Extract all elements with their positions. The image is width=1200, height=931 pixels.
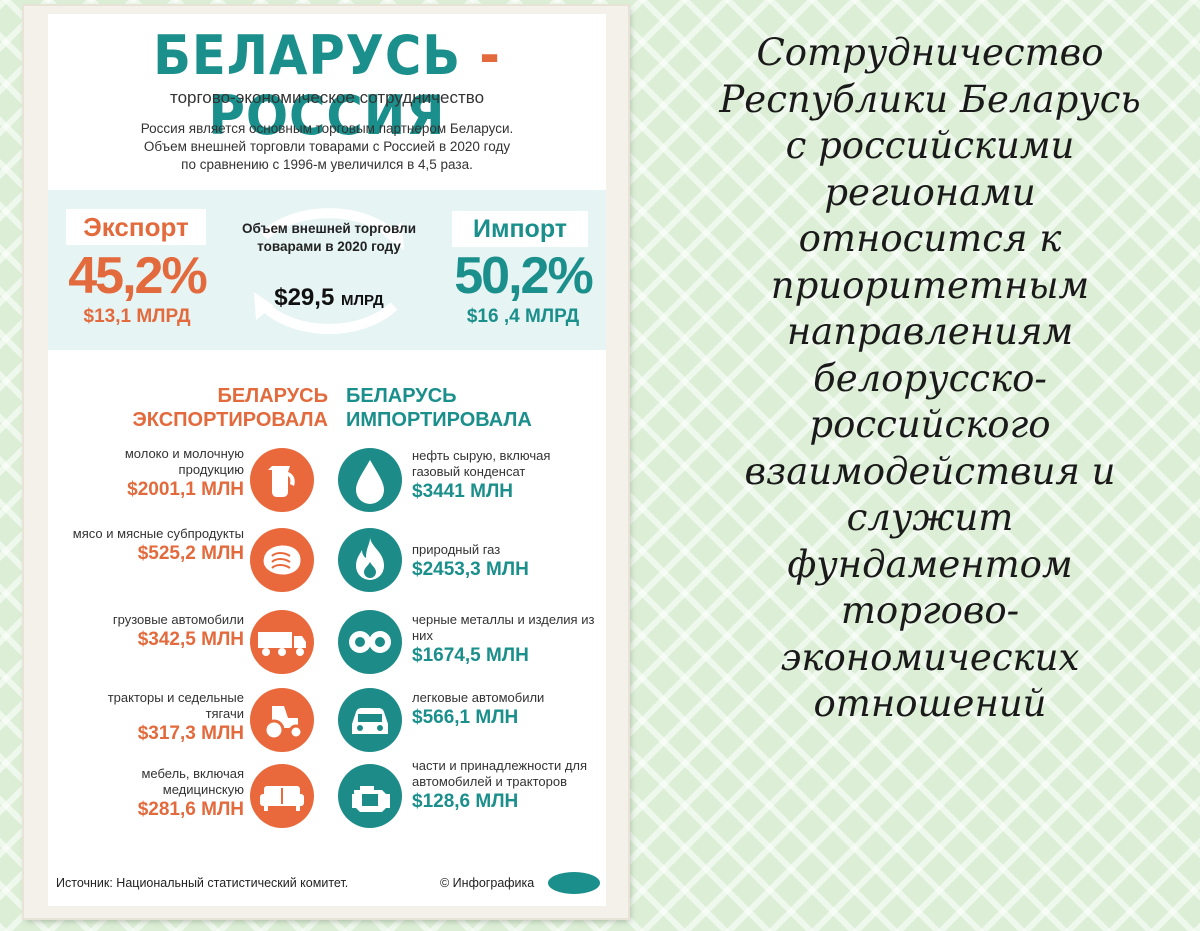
intro-text: Россия является основным торговым партне… <box>68 120 586 174</box>
volume-unit: МЛРД <box>340 292 384 309</box>
export-item-label: мясо и мясные субпродукты <box>72 526 244 541</box>
export-item-value: $2001,1 МЛН <box>127 479 244 500</box>
poster-subtitle: торгово-экономическое сотрудничество <box>169 88 485 107</box>
intro-line: Объем внешней торговли товарами с Россие… <box>143 139 511 154</box>
export-item-value: $317,3 МЛН <box>137 723 244 744</box>
import-item-label: легковые автомобили <box>412 690 545 705</box>
title-russia: РОССИЯ <box>208 84 446 147</box>
engine-icon <box>338 764 402 828</box>
side-caption-line: приоритетным <box>770 263 1090 307</box>
import-item-label: нефть сырую, включая газовый конденсат <box>412 448 551 479</box>
side-caption-line: белорусско- <box>813 356 1047 400</box>
export-item-value: $281,6 МЛН <box>137 799 244 820</box>
imported-heading: БЕЛАРУСЬ ИМПОРТИРОВАЛА <box>346 384 566 432</box>
intro-line: по сравнению с 1996-м увеличился в 4,5 р… <box>181 157 473 172</box>
source-note: Источник: Национальный статистический ко… <box>56 876 349 890</box>
side-caption-line: торгово- <box>840 589 1020 632</box>
side-caption-line: взаимодействия и <box>744 449 1116 493</box>
export-percent: 45,2% <box>68 247 207 305</box>
export-item-furniture: мебель, включая медицинскую $281,6 МЛН <box>68 766 244 822</box>
volume-caption: Объем внешней торговли товарами в 2020 г… <box>241 221 417 254</box>
export-item-trucks: грузовые автомобили $342,5 МЛН <box>68 612 244 652</box>
import-item-oil: нефть сырую, включая газовый конденсат $… <box>412 448 602 504</box>
import-label: Импорт <box>452 211 588 247</box>
cycle-arrows-icon <box>254 208 404 334</box>
gas-flame-icon <box>338 528 402 592</box>
side-caption-line: регионами <box>824 170 1036 214</box>
tractor-icon <box>250 688 314 752</box>
export-item-value: $525,2 МЛН <box>137 543 244 564</box>
import-item-parts: части и принадлежности для автомобилей и… <box>412 758 602 814</box>
exported-heading-line: БЕЛАРУСЬ <box>217 385 328 407</box>
side-caption-line: с российскими <box>785 124 1075 167</box>
volume-value: $29,5 МЛРД <box>236 284 422 312</box>
side-caption-line: служит <box>846 496 1014 539</box>
export-item-label: грузовые автомобили <box>112 612 244 627</box>
side-caption-line: относится к <box>798 217 1062 260</box>
export-item-label: молоко и молочную продукцию <box>124 446 244 477</box>
side-caption-line: Республики Беларусь <box>719 77 1141 121</box>
volume-amount: $29,5 <box>274 284 335 311</box>
export-item-label: тракторы и седельные тягачи <box>107 690 244 721</box>
import-item-value: $2453,3 МЛН <box>412 559 529 580</box>
import-item-value: $1674,5 МЛН <box>412 645 529 666</box>
title-dash: - <box>479 24 501 87</box>
intro-line: Россия является основным торговым партне… <box>140 121 514 136</box>
import-item-gas: природный газ $2453,3 МЛН <box>412 542 602 582</box>
import-item-value: $566,1 МЛН <box>412 707 519 728</box>
imported-heading-line: БЕЛАРУСЬ <box>346 385 457 407</box>
steak-icon <box>250 528 314 592</box>
side-caption-line: направлениям <box>786 310 1074 353</box>
import-item-label: черные металлы и изделия из них <box>412 612 595 643</box>
infographic-poster: БЕЛАРУСЬ - РОССИЯ торгово-экономическое … <box>48 14 606 906</box>
oil-drop-icon <box>338 448 402 512</box>
side-caption-line: отношений <box>813 682 1047 725</box>
metal-pipes-icon <box>338 610 402 674</box>
export-item-tractors: тракторы и седельные тягачи $317,3 МЛН <box>68 690 244 746</box>
car-icon <box>338 688 402 752</box>
import-percent: 50,2% <box>454 247 593 305</box>
side-caption-line: экономических <box>780 635 1080 679</box>
truck-icon <box>250 610 314 674</box>
infographic-credit: © Инфографика <box>440 876 535 890</box>
side-caption: Сотрудничество Республики Беларусь с рос… <box>700 30 1160 728</box>
imported-heading-line: ИМПОРТИРОВАЛА <box>346 409 532 431</box>
export-item-milk: молоко и молочную продукцию $2001,1 МЛН <box>68 446 244 502</box>
export-item-meat: мясо и мясные субпродукты $525,2 МЛН <box>68 526 244 566</box>
export-item-value: $342,5 МЛН <box>137 629 244 650</box>
import-amount: $16 ,4 МЛРД <box>466 306 580 327</box>
side-caption-line: российского <box>809 403 1051 446</box>
exported-heading-line: ЭКСПОРТИРОВАЛА <box>132 409 328 431</box>
import-item-label: части и принадлежности для автомобилей и… <box>412 758 588 789</box>
import-item-value: $128,6 МЛН <box>412 791 519 812</box>
sofa-icon <box>250 764 314 828</box>
agency-logo <box>548 872 600 894</box>
milk-jug-icon <box>250 448 314 512</box>
export-label: Экспорт <box>66 209 206 245</box>
import-item-cars: легковые автомобили $566,1 МЛН <box>412 690 602 730</box>
title-belarus: БЕЛАРУСЬ <box>153 24 462 87</box>
side-caption-line: Сотрудничество <box>756 31 1104 74</box>
export-amount: $13,1 МЛРД <box>83 306 191 327</box>
import-item-label: природный газ <box>412 542 501 557</box>
side-caption-line: фундаментом <box>787 542 1073 586</box>
poster-title: БЕЛАРУСЬ - РОССИЯ <box>70 26 583 146</box>
import-item-metals: черные металлы и изделия из них $1674,5 … <box>412 612 602 668</box>
import-item-value: $3441 МЛН <box>412 481 513 502</box>
exported-heading: БЕЛАРУСЬ ЭКСПОРТИРОВАЛА <box>118 384 328 432</box>
export-item-label: мебель, включая медицинскую <box>141 766 244 797</box>
